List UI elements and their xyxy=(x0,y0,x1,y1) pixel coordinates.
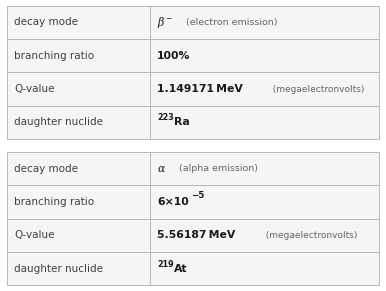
Text: 219: 219 xyxy=(157,260,174,269)
Text: $\alpha$: $\alpha$ xyxy=(157,164,166,174)
Text: 5.56187 MeV: 5.56187 MeV xyxy=(157,230,235,240)
Text: decay mode: decay mode xyxy=(14,164,78,174)
Bar xyxy=(7,106,379,139)
Bar xyxy=(7,39,379,72)
Text: decay mode: decay mode xyxy=(14,17,78,27)
Text: (megaelectronvolts): (megaelectronvolts) xyxy=(271,84,364,93)
Text: Q-value: Q-value xyxy=(14,84,54,94)
Bar xyxy=(7,152,379,185)
Text: $\beta^-$: $\beta^-$ xyxy=(157,15,174,30)
Text: Q-value: Q-value xyxy=(14,230,54,240)
Text: Ra: Ra xyxy=(174,117,190,127)
Bar xyxy=(7,185,379,219)
Text: 100%: 100% xyxy=(157,51,191,61)
Bar xyxy=(7,72,379,106)
Text: (megaelectronvolts): (megaelectronvolts) xyxy=(264,231,358,240)
Text: branching ratio: branching ratio xyxy=(14,51,94,61)
Bar xyxy=(7,219,379,252)
Text: branching ratio: branching ratio xyxy=(14,197,94,207)
Bar xyxy=(7,252,379,285)
Text: (alpha emission): (alpha emission) xyxy=(176,164,258,173)
Text: 223: 223 xyxy=(157,113,174,123)
Bar xyxy=(7,6,379,39)
Text: daughter nuclide: daughter nuclide xyxy=(14,117,103,127)
Text: (electron emission): (electron emission) xyxy=(183,18,278,27)
Text: At: At xyxy=(174,264,188,274)
Text: 1.149171 MeV: 1.149171 MeV xyxy=(157,84,243,94)
Text: daughter nuclide: daughter nuclide xyxy=(14,264,103,274)
Text: 6×10: 6×10 xyxy=(157,197,189,207)
Text: −5: −5 xyxy=(191,191,205,200)
